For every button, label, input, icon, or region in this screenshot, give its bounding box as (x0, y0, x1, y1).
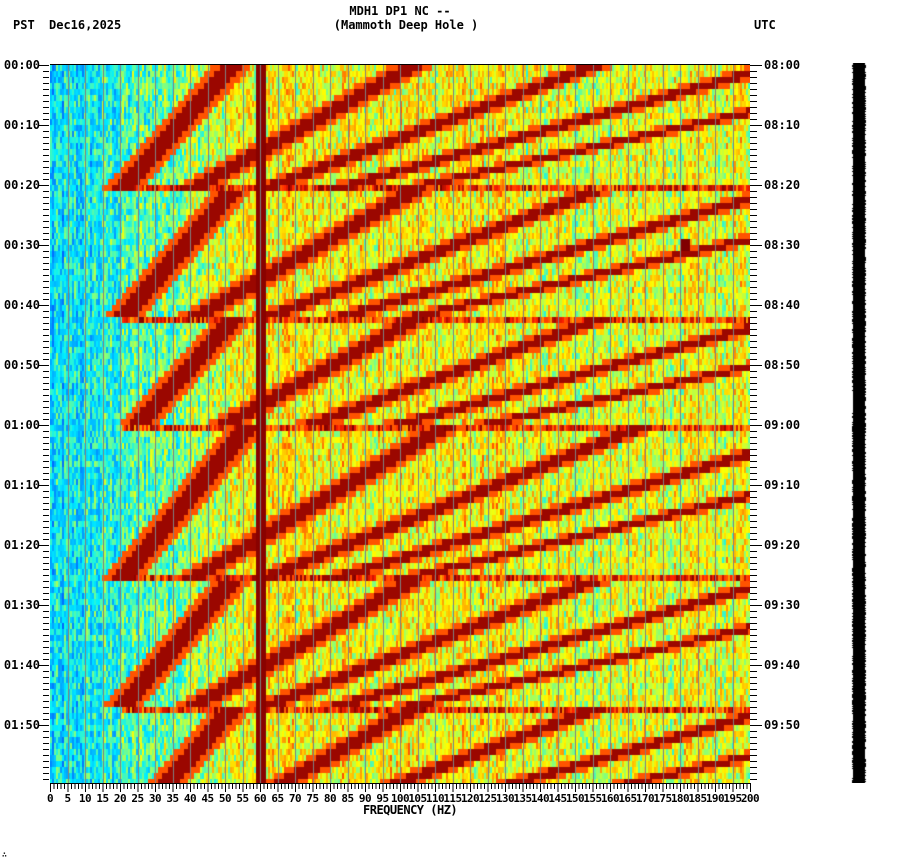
y-tick-label-pst: 00:40 (3, 298, 40, 312)
y-tick-label-utc: 09:00 (764, 418, 801, 432)
y-tick-label-utc: 08:30 (764, 238, 801, 252)
x-tick-label: 165 (618, 792, 637, 805)
y-tick-label-utc: 09:40 (764, 658, 801, 672)
x-tick-label: 90 (358, 792, 372, 805)
x-tick-label: 85 (341, 792, 354, 805)
y-tick-label-utc: 09:10 (764, 478, 801, 492)
y-tick-label-pst: 01:50 (3, 718, 40, 732)
y-tick-label-utc: 08:40 (764, 298, 801, 312)
y-tick-label-pst: 00:20 (3, 178, 40, 192)
x-tick-label: 145 (548, 792, 567, 805)
x-tick-label: 70 (288, 792, 302, 805)
x-tick-label: 195 (723, 792, 742, 805)
date-label: Dec16,2025 (49, 18, 122, 32)
y-tick-label-utc: 08:10 (764, 118, 801, 132)
x-tick-label: 110 (425, 792, 445, 805)
x-tick-label: 45 (201, 792, 214, 805)
y-tick-label-utc: 08:50 (764, 358, 801, 372)
x-tick-label: 140 (530, 792, 550, 805)
x-tick-label: 170 (635, 792, 655, 805)
y-tick-label-pst: 00:30 (3, 238, 40, 252)
y-tick-label-pst: 01:30 (3, 598, 40, 612)
right-timezone-label: UTC (754, 18, 776, 32)
y-tick-label-pst: 00:00 (3, 58, 40, 72)
y-tick-label-pst: 00:10 (3, 118, 40, 132)
chart-title: MDH1 DP1 NC -- (349, 4, 451, 18)
x-tick-label: 20 (113, 792, 127, 805)
x-tick-label: 115 (443, 792, 462, 805)
x-tick-label: 80 (323, 792, 337, 805)
y-tick-label-utc: 08:20 (764, 178, 801, 192)
x-tick-label: 155 (583, 792, 602, 805)
x-tick-label: 190 (705, 792, 725, 805)
x-tick-label: 5 (64, 792, 71, 805)
x-tick-label: 125 (478, 792, 497, 805)
x-tick-label: 185 (688, 792, 707, 805)
y-tick-label-utc: 09:50 (764, 718, 801, 732)
x-tick-label: 160 (600, 792, 620, 805)
y-tick-label-pst: 01:40 (3, 658, 40, 672)
x-tick-label: 100 (390, 792, 410, 805)
x-tick-label: 65 (271, 792, 284, 805)
y-tick-label-pst: 00:50 (3, 358, 40, 372)
x-tick-label: 60 (253, 792, 267, 805)
x-tick-label: 15 (96, 792, 109, 805)
y-tick-label-pst: 01:00 (3, 418, 40, 432)
x-tick-label: 25 (131, 792, 144, 805)
x-tick-label: 135 (513, 792, 532, 805)
x-tick-label: 40 (183, 792, 197, 805)
y-tick-label-utc: 08:00 (764, 58, 801, 72)
x-tick-label: 150 (565, 792, 585, 805)
x-tick-label: 120 (460, 792, 480, 805)
x-tick-label: 200 (740, 792, 760, 805)
x-tick-label: 130 (495, 792, 515, 805)
x-tick-label: 10 (78, 792, 92, 805)
seismic-trace-bar (851, 63, 867, 783)
x-tick-label: 30 (148, 792, 162, 805)
station-name: (Mammoth Deep Hole ) (333, 18, 479, 32)
x-tick-label: 50 (218, 792, 232, 805)
x-tick-label: 0 (46, 792, 54, 805)
y-tick-label-utc: 09:30 (764, 598, 801, 612)
x-tick-label: 75 (306, 792, 319, 805)
x-tick-label: 175 (653, 792, 672, 805)
y-tick-label-pst: 01:10 (3, 478, 40, 492)
x-axis-title: FREQUENCY (HZ) (363, 803, 458, 817)
x-tick-label: 180 (670, 792, 690, 805)
y-tick-label-utc: 09:20 (764, 538, 801, 552)
spectrogram-canvas (50, 65, 750, 783)
y-tick-label-pst: 01:20 (3, 538, 40, 552)
x-tick-label: 55 (236, 792, 249, 805)
left-timezone-label: PST (13, 18, 35, 32)
x-tick-label: 95 (376, 792, 389, 805)
corner-mark-icon: ∴ (2, 850, 7, 859)
x-tick-label: 35 (166, 792, 179, 805)
spectrogram-plot (50, 65, 750, 783)
x-tick-label: 105 (408, 792, 427, 805)
